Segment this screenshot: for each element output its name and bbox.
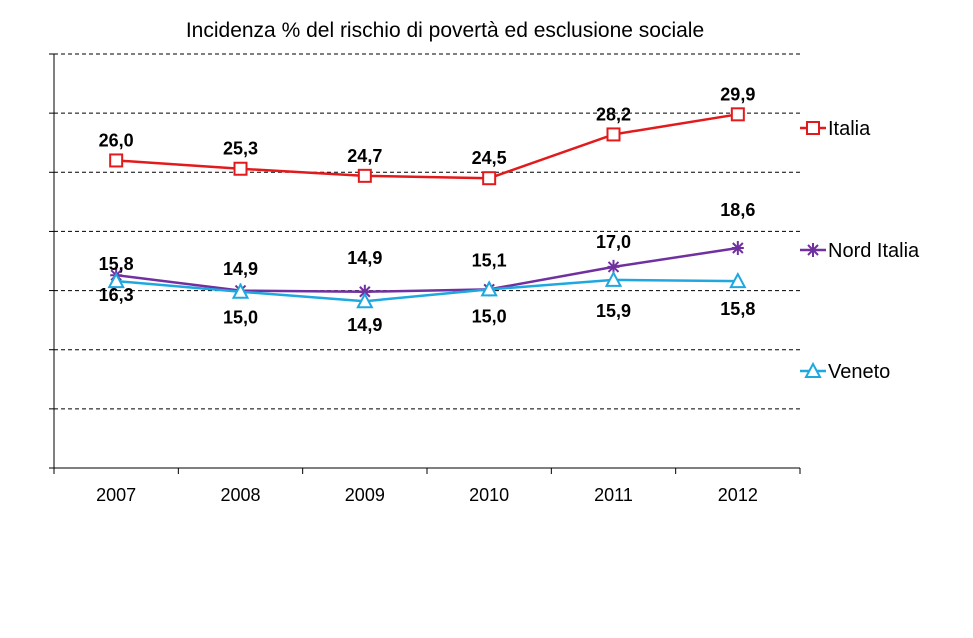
data-label-italia: 24,7 (347, 146, 382, 166)
data-point-veneto (480, 280, 498, 297)
legend-swatch-marker (806, 121, 820, 135)
axes: 2007 2008 2009 2010 2011 2012 (49, 53, 801, 505)
data-label-veneto: 14,9 (347, 315, 382, 335)
chart-title: Incidenza % del rischio di povertà ed es… (186, 19, 704, 42)
data-label-italia: 25,3 (223, 139, 258, 159)
legend-item-nord-italia: Nord Italia (800, 240, 920, 262)
legend: Italia Nord Italia Veneto (800, 118, 920, 383)
data-point-veneto (604, 270, 623, 287)
series-line-veneto (116, 278, 738, 303)
legend-item-italia: Italia (800, 118, 871, 140)
legend-swatch-marker (807, 243, 819, 257)
series-line-nord-italia (116, 246, 739, 294)
x-tick-label: 2009 (345, 485, 385, 505)
legend-item-veneto: Veneto (800, 361, 890, 383)
data-point-italia (357, 168, 372, 183)
data-label-nord-italia: 14,9 (347, 248, 382, 268)
data-label-veneto: 15,8 (720, 299, 755, 319)
data-label-veneto: 15,1 (472, 250, 507, 270)
data-label-veneto: 14,9 (223, 259, 258, 279)
series-italia (109, 107, 745, 186)
series-nord-italia (110, 240, 744, 299)
data-point-veneto (107, 271, 125, 289)
series-veneto (107, 270, 747, 309)
x-tick-label: 2008 (220, 485, 260, 505)
data-label-nord-italia: 17,0 (596, 232, 631, 252)
data-label-veneto: 15,8 (99, 254, 134, 274)
x-tick-label: 2010 (469, 485, 509, 505)
legend-swatch-marker (804, 361, 822, 378)
data-point-nord-italia (358, 284, 371, 299)
data-point-italia (109, 153, 124, 168)
data-point-italia (233, 161, 248, 176)
legend-label: Italia (828, 118, 871, 140)
data-point-italia (730, 107, 745, 122)
legend-label: Veneto (828, 361, 890, 383)
data-point-nord-italia (607, 259, 620, 274)
data-point-italia (482, 171, 497, 186)
data-label-nord-italia: 15,0 (223, 308, 258, 328)
data-point-veneto (231, 282, 250, 299)
data-point-veneto (729, 271, 747, 289)
x-tick-label: 2007 (96, 485, 136, 505)
data-label-italia: 26,0 (99, 130, 134, 150)
data-point-veneto (356, 292, 374, 309)
x-tick-label: 2012 (718, 485, 758, 505)
data-label-veneto: 15,9 (596, 301, 631, 321)
data-labels: 26,0 25,3 24,7 24,5 28,2 29,9 16,3 15,0 14,9 15,0… (99, 84, 756, 335)
series-line-italia (116, 113, 739, 180)
data-label-nord-italia: 18,6 (720, 200, 755, 220)
data-label-nord-italia: 16,3 (99, 285, 134, 305)
data-label-italia: 28,2 (596, 104, 631, 124)
gridlines (54, 53, 800, 410)
data-point-nord-italia (731, 240, 744, 255)
data-label-italia: 24,5 (472, 148, 507, 168)
data-label-nord-italia: 15,0 (472, 306, 507, 326)
legend-label: Nord Italia (828, 240, 920, 262)
x-tick-label: 2011 (594, 485, 633, 505)
series-layer (107, 107, 747, 309)
data-label-italia: 29,9 (720, 84, 755, 104)
data-point-italia (606, 127, 621, 142)
